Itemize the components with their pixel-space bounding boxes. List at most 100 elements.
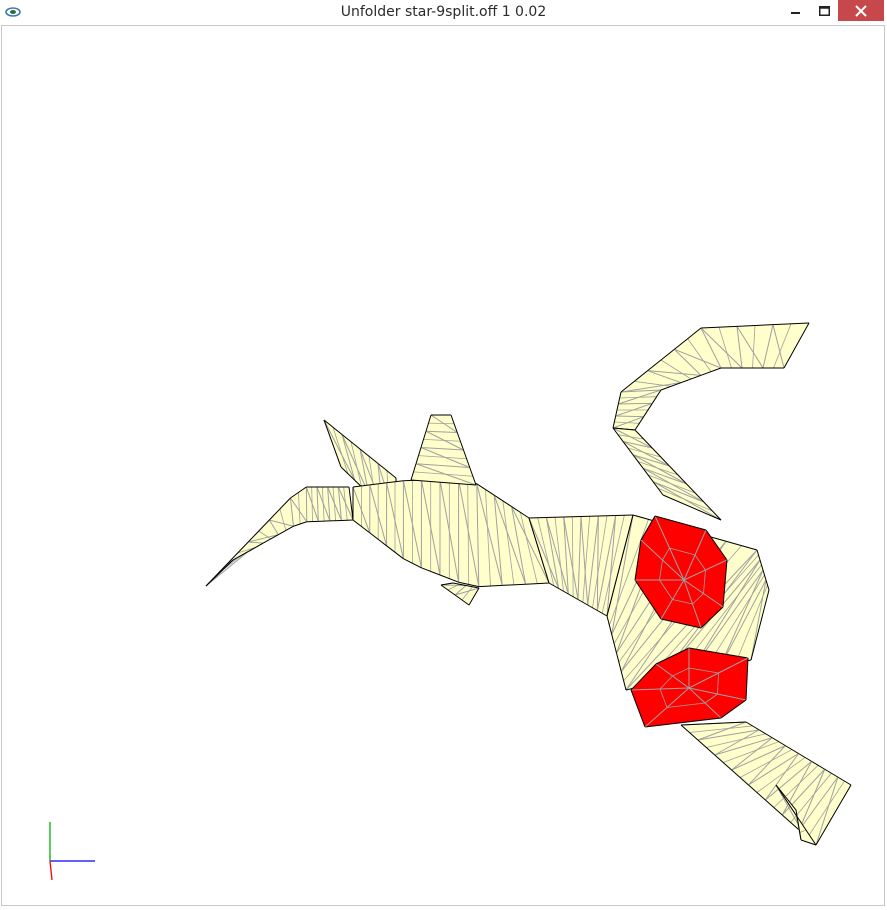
left-arm-fold-edge xyxy=(297,492,301,525)
left-arm-fold-edge xyxy=(332,486,337,521)
bridge-fold-edge xyxy=(545,517,569,595)
bridge-fold-edge xyxy=(571,516,574,597)
upper-right-arm-face xyxy=(737,324,773,368)
title-bar[interactable]: Unfolder star-9split.off 1 0.02 xyxy=(0,0,887,25)
upper-right-arm-fold-edge xyxy=(618,402,653,405)
bridge-cut-edge xyxy=(587,604,598,611)
close-button[interactable] xyxy=(838,0,884,21)
lower-right-arm-cut-edge xyxy=(714,754,732,771)
right-hub-cut-edge xyxy=(756,549,761,561)
upper-right-arm-fold-edge xyxy=(773,323,792,369)
lower-right-arm-fold-edge xyxy=(697,729,760,741)
bottom-spike-cut-edge xyxy=(454,594,470,606)
highlight-upper-cut-edge xyxy=(634,579,662,620)
upper-right-arm-face xyxy=(621,370,681,392)
bridge-fold-edge xyxy=(528,517,560,589)
neck-fold-edge xyxy=(647,474,696,494)
bridge-fold-edge xyxy=(580,516,589,606)
left-arm-fold-edge xyxy=(321,486,325,522)
lower-right-arm-fold-edge xyxy=(714,729,760,756)
bridge-face xyxy=(597,515,633,616)
lower-right-arm-fold-edge xyxy=(706,733,766,748)
center-body-cut-edge xyxy=(493,494,512,508)
right-hub-cut-edge xyxy=(725,540,758,551)
left-spike-fold-edge xyxy=(350,441,363,487)
highlight-lower-cut-edge xyxy=(688,647,749,659)
left-arm-fold-edge xyxy=(290,497,308,523)
left-arm-fold-edge xyxy=(316,486,319,522)
neck-fold-edge xyxy=(612,427,653,449)
upper-right-arm-fold-edge xyxy=(736,326,764,369)
left-arm-fold-edge xyxy=(205,551,249,587)
right-hub-cut-edge xyxy=(759,559,764,571)
upper-right-arm-fold-edge xyxy=(619,396,657,399)
upper-right-arm-cut-edge xyxy=(700,325,738,329)
minimize-icon xyxy=(791,11,800,14)
center-body-cut-edge xyxy=(439,574,459,583)
center-body-fold-edge xyxy=(467,481,470,585)
right-hub-cut-edge xyxy=(606,514,634,617)
bridge-fold-edge xyxy=(582,516,591,603)
tail-tip-fold-edge xyxy=(799,829,807,833)
highlight-upper-cut-edge xyxy=(634,539,642,581)
lower-right-arm-fold-edge xyxy=(723,741,779,763)
neck-cut-edge xyxy=(642,467,654,482)
center-body-fold-edge xyxy=(493,495,527,585)
highlight-upper-cut-edge xyxy=(654,515,707,531)
highlight-upper-fold-edge xyxy=(694,554,706,571)
highlight-lower-cut-edge xyxy=(655,647,690,665)
lower-right-arm-fold-edge xyxy=(815,776,839,846)
highlight-lower-cut-edge xyxy=(745,657,749,701)
upper-right-arm-cut-edge xyxy=(772,322,810,326)
bottom-spike-cut-edge xyxy=(440,582,454,586)
left-arm-cut-edge xyxy=(247,542,264,552)
upper-right-arm-cut-edge xyxy=(660,382,682,391)
neck-fold-edge xyxy=(617,434,644,440)
lower-right-arm-face xyxy=(697,729,773,755)
upper-right-arm-cut-edge xyxy=(620,370,648,393)
highlight-lower-fold-edge xyxy=(666,702,706,708)
left-spike-cut-edge xyxy=(377,463,397,479)
lower-right-arm-fold-edge xyxy=(697,721,747,741)
minimize-button[interactable] xyxy=(782,0,810,21)
lower-right-arm-fold-edge xyxy=(773,765,819,808)
highlight-upper-fold-edge xyxy=(692,593,704,605)
upper-right-arm-fold-edge xyxy=(772,324,785,369)
highlight-lower-fold-edge xyxy=(717,672,719,695)
maximize-button[interactable] xyxy=(810,0,838,21)
upper-right-arm-fold-edge xyxy=(647,370,702,376)
lower-right-arm-cut-edge xyxy=(781,814,800,831)
bridge-cut-edge xyxy=(615,514,634,516)
bridge-cut-edge xyxy=(548,582,559,589)
highlight-upper-cut-edge xyxy=(722,559,728,608)
top-spike-cut-edge xyxy=(425,414,432,432)
highlight-upper-cut-edge xyxy=(660,618,702,629)
unfolding-viewport[interactable] xyxy=(2,26,884,905)
left-spike-fold-edge xyxy=(332,427,349,474)
bottom-spike-cut-edge xyxy=(468,587,480,606)
center-body-cut-edge xyxy=(478,584,503,588)
center-body-fold-edge xyxy=(485,489,491,587)
highlight-upper-cut-edge xyxy=(640,515,656,541)
right-hub-face xyxy=(719,580,769,668)
right-hub-fold-edge xyxy=(611,514,634,635)
top-spike-fold-edge xyxy=(415,463,470,468)
left-spike-cut-edge xyxy=(341,434,361,450)
neck-cut-edge xyxy=(662,494,722,521)
left-spike-cut-edge xyxy=(340,466,356,481)
upper-right-arm-cut-edge xyxy=(647,348,675,372)
neck-fold-edge xyxy=(652,481,704,503)
highlight-upper-fold-edge xyxy=(659,559,663,581)
right-hub-cut-edge xyxy=(611,634,617,654)
upper-right-arm-fold-edge xyxy=(673,348,702,376)
gl-canvas[interactable] xyxy=(1,25,885,906)
right-hub-cut-edge xyxy=(750,589,770,661)
highlight-lower-fold-edge xyxy=(659,675,673,690)
upper-right-arm-cut-edge xyxy=(700,367,722,376)
upper-right-arm-fold-edge xyxy=(752,325,756,369)
left-arm-face xyxy=(269,498,294,535)
lower-right-arm-cut-edge xyxy=(765,799,783,816)
center-body-cut-edge xyxy=(525,582,550,585)
neck-cut-edge xyxy=(634,429,653,449)
